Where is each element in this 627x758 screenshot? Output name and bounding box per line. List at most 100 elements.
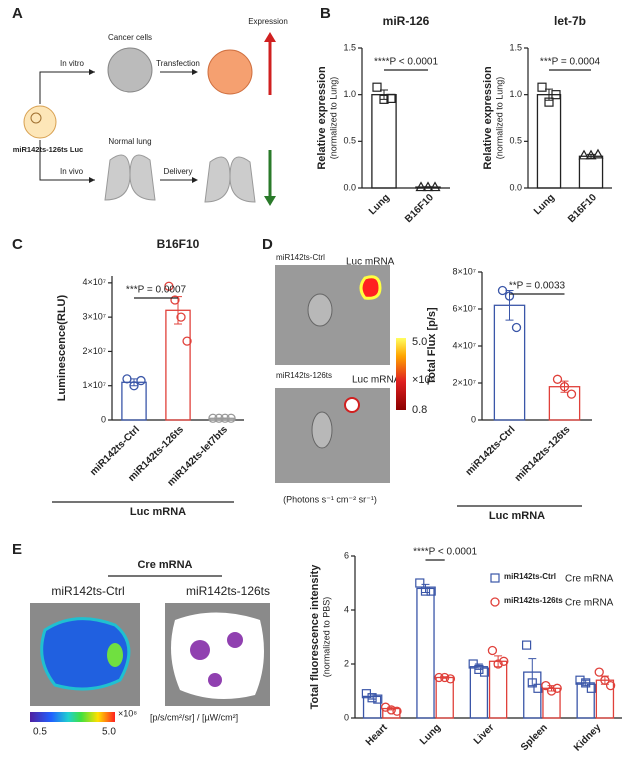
bar: [536, 94, 562, 189]
y-tick-label: 1.5: [509, 42, 522, 52]
x-tick-label: Kidney: [572, 722, 604, 753]
x-tick-label: Liver: [472, 722, 497, 747]
point: [521, 640, 532, 650]
bar: [416, 587, 435, 719]
point: [605, 680, 616, 691]
y-tick-label: 0: [471, 414, 476, 424]
point: [226, 413, 236, 423]
panel-letter: B: [320, 5, 331, 22]
point: [586, 683, 596, 693]
point: [600, 675, 610, 685]
point: [415, 181, 427, 192]
label: ×10⁶: [412, 374, 435, 386]
point: [575, 675, 585, 685]
chart-title: let-7b: [554, 14, 586, 28]
label: Delivery: [164, 167, 193, 176]
colorbar: [396, 338, 406, 410]
bar: [595, 679, 615, 719]
point: [504, 291, 515, 301]
point: [578, 149, 590, 160]
label: Cre mRNA: [137, 559, 192, 571]
label: miR142ts-126ts: [186, 584, 270, 598]
label: In vitro: [60, 59, 85, 68]
legend-suffix: Cre mRNA: [565, 574, 614, 585]
point: [372, 82, 382, 92]
point: [594, 667, 604, 677]
significance-label: ***P = 0.0007: [126, 285, 187, 296]
bar: [371, 94, 397, 189]
legend-label: miR142ts-126ts: [504, 596, 563, 605]
y-tick-label: 0.5: [343, 136, 356, 146]
significance-label: **P = 0.0033: [509, 281, 566, 292]
y-tick-label: 1.0: [343, 89, 356, 99]
y-tick-label: 2: [344, 658, 349, 668]
x-tick-label: miR142ts-126ts: [513, 424, 573, 484]
point: [182, 336, 192, 346]
label: miR142ts-126ts Luc: [13, 145, 83, 154]
label: [p/s/cm²/sr] / [µW/cm²]: [150, 712, 238, 722]
point: [440, 672, 450, 683]
y-tick-label: 1.5: [343, 42, 356, 52]
x-tick-label: Spleen: [519, 722, 550, 753]
label: Transfection: [156, 59, 200, 68]
bar: [362, 695, 382, 719]
y-axis-label: Luminescence(RLU): [56, 294, 68, 401]
panel-letter: A: [12, 5, 23, 22]
legend-marker: [490, 597, 500, 607]
label: (Photons s⁻¹ cm⁻² sr⁻¹): [283, 494, 377, 504]
y-axis-label: Relative expression: [482, 66, 494, 170]
point: [544, 97, 554, 107]
bar: [576, 682, 595, 719]
y-axis-note: (normalized to PBS): [321, 597, 331, 678]
bar: [121, 381, 147, 421]
y-axis-label: Total fluorescence intensity: [309, 564, 321, 710]
point: [487, 645, 498, 656]
label: Normal lung: [108, 137, 151, 146]
point: [541, 680, 551, 691]
point: [551, 90, 561, 100]
schematic: [23, 32, 276, 206]
point: [546, 686, 557, 696]
label: miR142ts-126ts: [276, 371, 332, 380]
y-tick-label: 4×10⁷: [82, 277, 106, 287]
point: [136, 375, 146, 386]
bar: [435, 676, 454, 719]
panel-letter: D: [262, 236, 273, 253]
point: [585, 149, 597, 160]
label: miR142ts-Ctrl: [276, 253, 325, 262]
y-tick-label: 6×10⁷: [452, 303, 476, 313]
point: [164, 281, 174, 291]
point: [511, 322, 522, 333]
y-tick-label: 0.5: [509, 136, 522, 146]
label: 0.8: [412, 404, 427, 416]
x-tick-label: Lung: [532, 192, 557, 217]
point: [499, 656, 509, 666]
bar: [578, 155, 604, 189]
label: 5.0: [102, 727, 116, 738]
point: [552, 374, 563, 384]
point: [566, 389, 577, 399]
point: [445, 674, 456, 684]
legend-marker: [490, 573, 500, 583]
y-tick-label: 2×10⁷: [452, 377, 476, 387]
point: [533, 683, 543, 693]
label: ×10⁸: [118, 708, 137, 718]
point: [170, 295, 180, 305]
point: [176, 312, 186, 322]
bar: [493, 304, 526, 421]
label: Luc mRNA: [352, 375, 401, 386]
point: [379, 94, 389, 104]
point: [493, 659, 503, 669]
x-tick-label: Lung: [367, 192, 392, 217]
point: [552, 683, 562, 693]
chart-title: miR-126: [383, 14, 430, 28]
significance-label: ****P < 0.0001: [374, 57, 438, 68]
point: [129, 381, 139, 391]
point: [426, 586, 436, 596]
y-tick-label: 0.0: [509, 182, 522, 192]
point: [380, 702, 391, 712]
panel-letter: E: [12, 541, 22, 558]
point: [367, 693, 377, 703]
label: miR142ts-Ctrl: [51, 584, 124, 598]
